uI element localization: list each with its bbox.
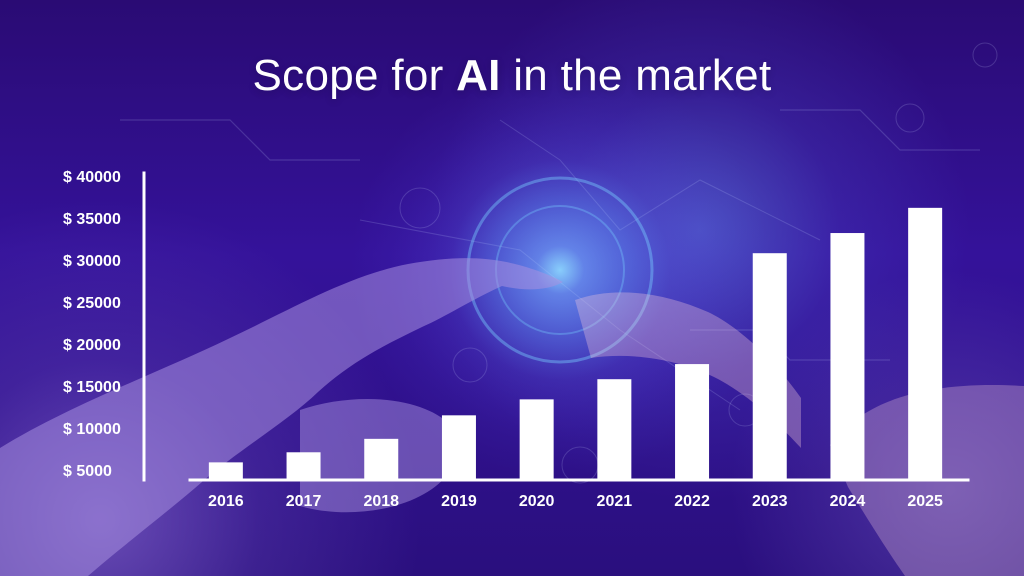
bars-layer (208, 207, 943, 480)
y-axis-ticks: $ 5000 $ 10000 $ 15000 $ 20000 $ 25000 $ 3000… (63, 169, 121, 480)
x-tick-label: 2018 (363, 493, 399, 510)
y-tick-label: $ 40000 (63, 169, 121, 186)
x-tick-label: 2021 (597, 493, 633, 510)
x-tick-label: 2016 (208, 493, 244, 510)
x-tick-label: 2024 (830, 493, 866, 510)
x-tick-label: 2019 (441, 493, 477, 510)
bar-2018 (364, 438, 399, 480)
bar-2022 (675, 364, 710, 480)
title-before: Scope for (252, 51, 457, 100)
x-tick-label: 2023 (752, 493, 788, 510)
x-axis-labels: 2016 2017 2018 2019 2020 2021 2022 2023 2024 2025 (208, 493, 943, 510)
bar-2025 (908, 207, 943, 480)
x-tick-label: 2025 (907, 493, 943, 510)
y-tick-label: $ 5000 (63, 463, 112, 480)
bar-2020 (519, 399, 554, 480)
page-title: Scope for AI in the market (0, 51, 1024, 100)
title-emphasis: AI (456, 51, 501, 100)
bar-2023 (752, 253, 787, 480)
bar-2017 (286, 452, 321, 480)
y-tick-label: $ 30000 (63, 253, 121, 270)
y-tick-label: $ 10000 (63, 421, 121, 438)
x-tick-label: 2017 (286, 493, 322, 510)
bar-2024 (830, 233, 865, 480)
title-after: in the market (513, 51, 772, 100)
y-tick-label: $ 35000 (63, 211, 121, 228)
x-tick-label: 2020 (519, 493, 555, 510)
y-tick-label: $ 15000 (63, 379, 121, 396)
y-tick-label: $ 20000 (63, 337, 121, 354)
bar-2019 (441, 415, 476, 480)
x-tick-label: 2022 (674, 493, 710, 510)
bar-2016 (208, 462, 243, 480)
bar-2021 (597, 379, 632, 480)
y-tick-label: $ 25000 (63, 295, 121, 312)
